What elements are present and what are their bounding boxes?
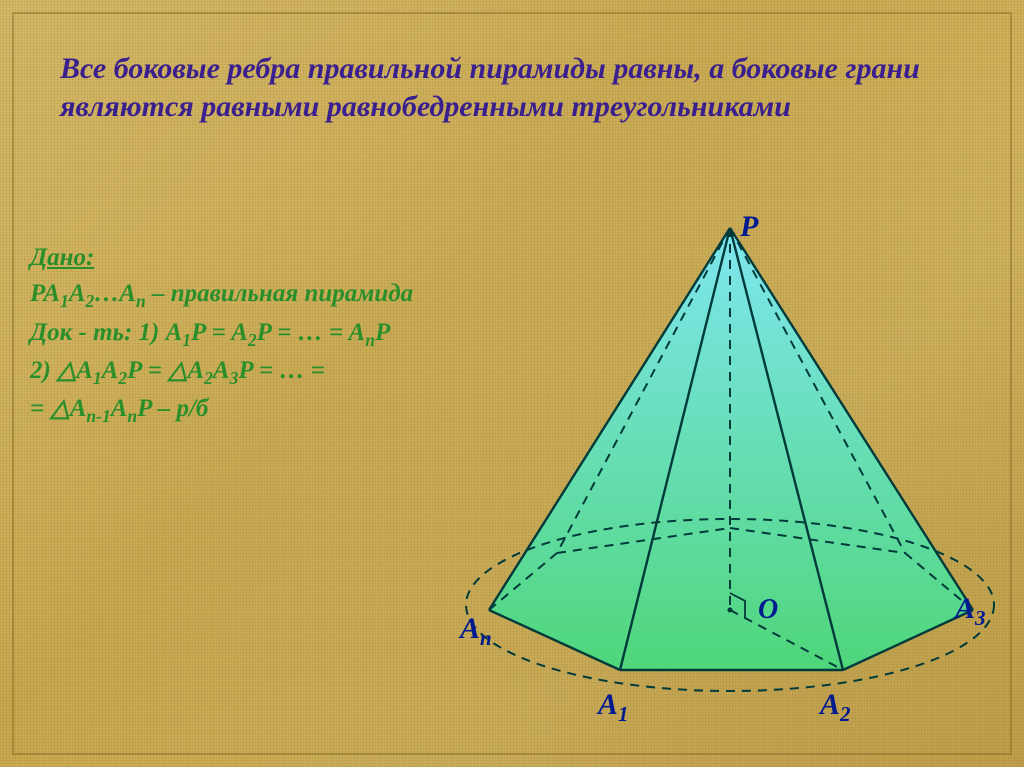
vertex-label: A1 bbox=[598, 688, 629, 727]
vertex-label: O bbox=[758, 594, 778, 626]
pyramid-diagram bbox=[445, 210, 1005, 750]
vertex-label: A2 bbox=[820, 688, 851, 727]
slide: Все боковые ребра правильной пирамиды ра… bbox=[0, 0, 1024, 767]
vertex-label: A3 bbox=[955, 592, 986, 631]
pyramid-svg bbox=[445, 210, 1005, 750]
slide-title: Все боковые ребра правильной пирамиды ра… bbox=[60, 50, 960, 125]
vertex-label: An bbox=[460, 612, 492, 651]
vertex-label: P bbox=[740, 210, 758, 244]
given-block: Дано:PA1A2…An – правильная пирамидаДок -… bbox=[30, 240, 500, 430]
